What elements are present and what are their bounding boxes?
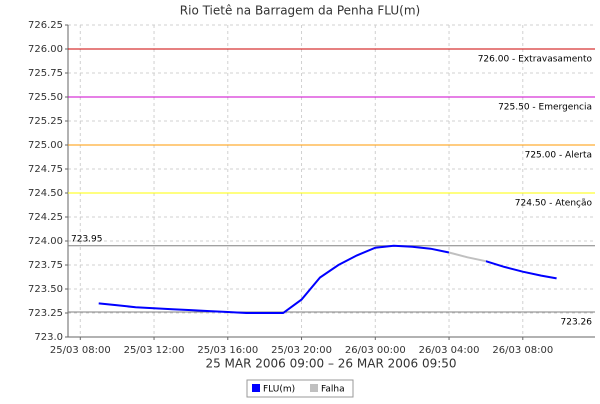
y-tick-label: 723.25 xyxy=(28,308,63,319)
threshold-label: 724.50 - Atenção xyxy=(515,199,593,209)
data-line xyxy=(98,244,557,314)
threshold-label: 726.00 - Extravasamento xyxy=(478,55,593,65)
data-line xyxy=(448,251,487,263)
y-tick-label: 726.00 xyxy=(28,44,63,55)
y-tick-label: 724.25 xyxy=(28,212,63,223)
chart-subtitle: 25 MAR 2006 09:00 – 26 MAR 2006 09:50 xyxy=(205,357,456,371)
x-tick-label: 25/03 12:00 xyxy=(124,345,185,356)
y-tick-label: 723.0 xyxy=(34,332,63,343)
y-tick-label: 723.75 xyxy=(28,260,63,271)
legend-box xyxy=(246,379,354,398)
x-tick-label: 26/03 00:00 xyxy=(345,345,406,356)
y-tick-label: 725.00 xyxy=(28,140,63,151)
threshold-label: 723.95 xyxy=(71,234,103,244)
x-tick-label: 25/03 08:00 xyxy=(50,345,111,356)
legend-label: Falha xyxy=(321,385,345,395)
threshold-label: 725.50 - Emergencia xyxy=(498,103,592,113)
x-tick-label: 26/03 08:00 xyxy=(492,345,553,356)
legend-swatch xyxy=(252,384,260,392)
threshold-label: 723.26 xyxy=(561,318,593,328)
legend-label: FLU(m) xyxy=(263,385,295,395)
y-tick-label: 725.75 xyxy=(28,68,63,79)
legend-swatch xyxy=(310,384,318,392)
y-tick-label: 724.50 xyxy=(28,188,63,199)
y-tick-label: 723.50 xyxy=(28,284,63,295)
y-tick-label: 725.50 xyxy=(28,92,63,103)
threshold-label: 725.00 - Alerta xyxy=(525,151,592,161)
chart-title: Rio Tietê na Barragem da Penha FLU(m) xyxy=(180,4,420,18)
y-tick-label: 726.25 xyxy=(28,20,63,31)
y-tick-label: 724.00 xyxy=(28,236,63,247)
x-tick-label: 26/03 04:00 xyxy=(419,345,480,356)
x-tick-label: 25/03 16:00 xyxy=(197,345,258,356)
y-tick-label: 725.25 xyxy=(28,116,63,127)
x-tick-label: 25/03 20:00 xyxy=(271,345,332,356)
y-tick-label: 724.75 xyxy=(28,164,63,175)
